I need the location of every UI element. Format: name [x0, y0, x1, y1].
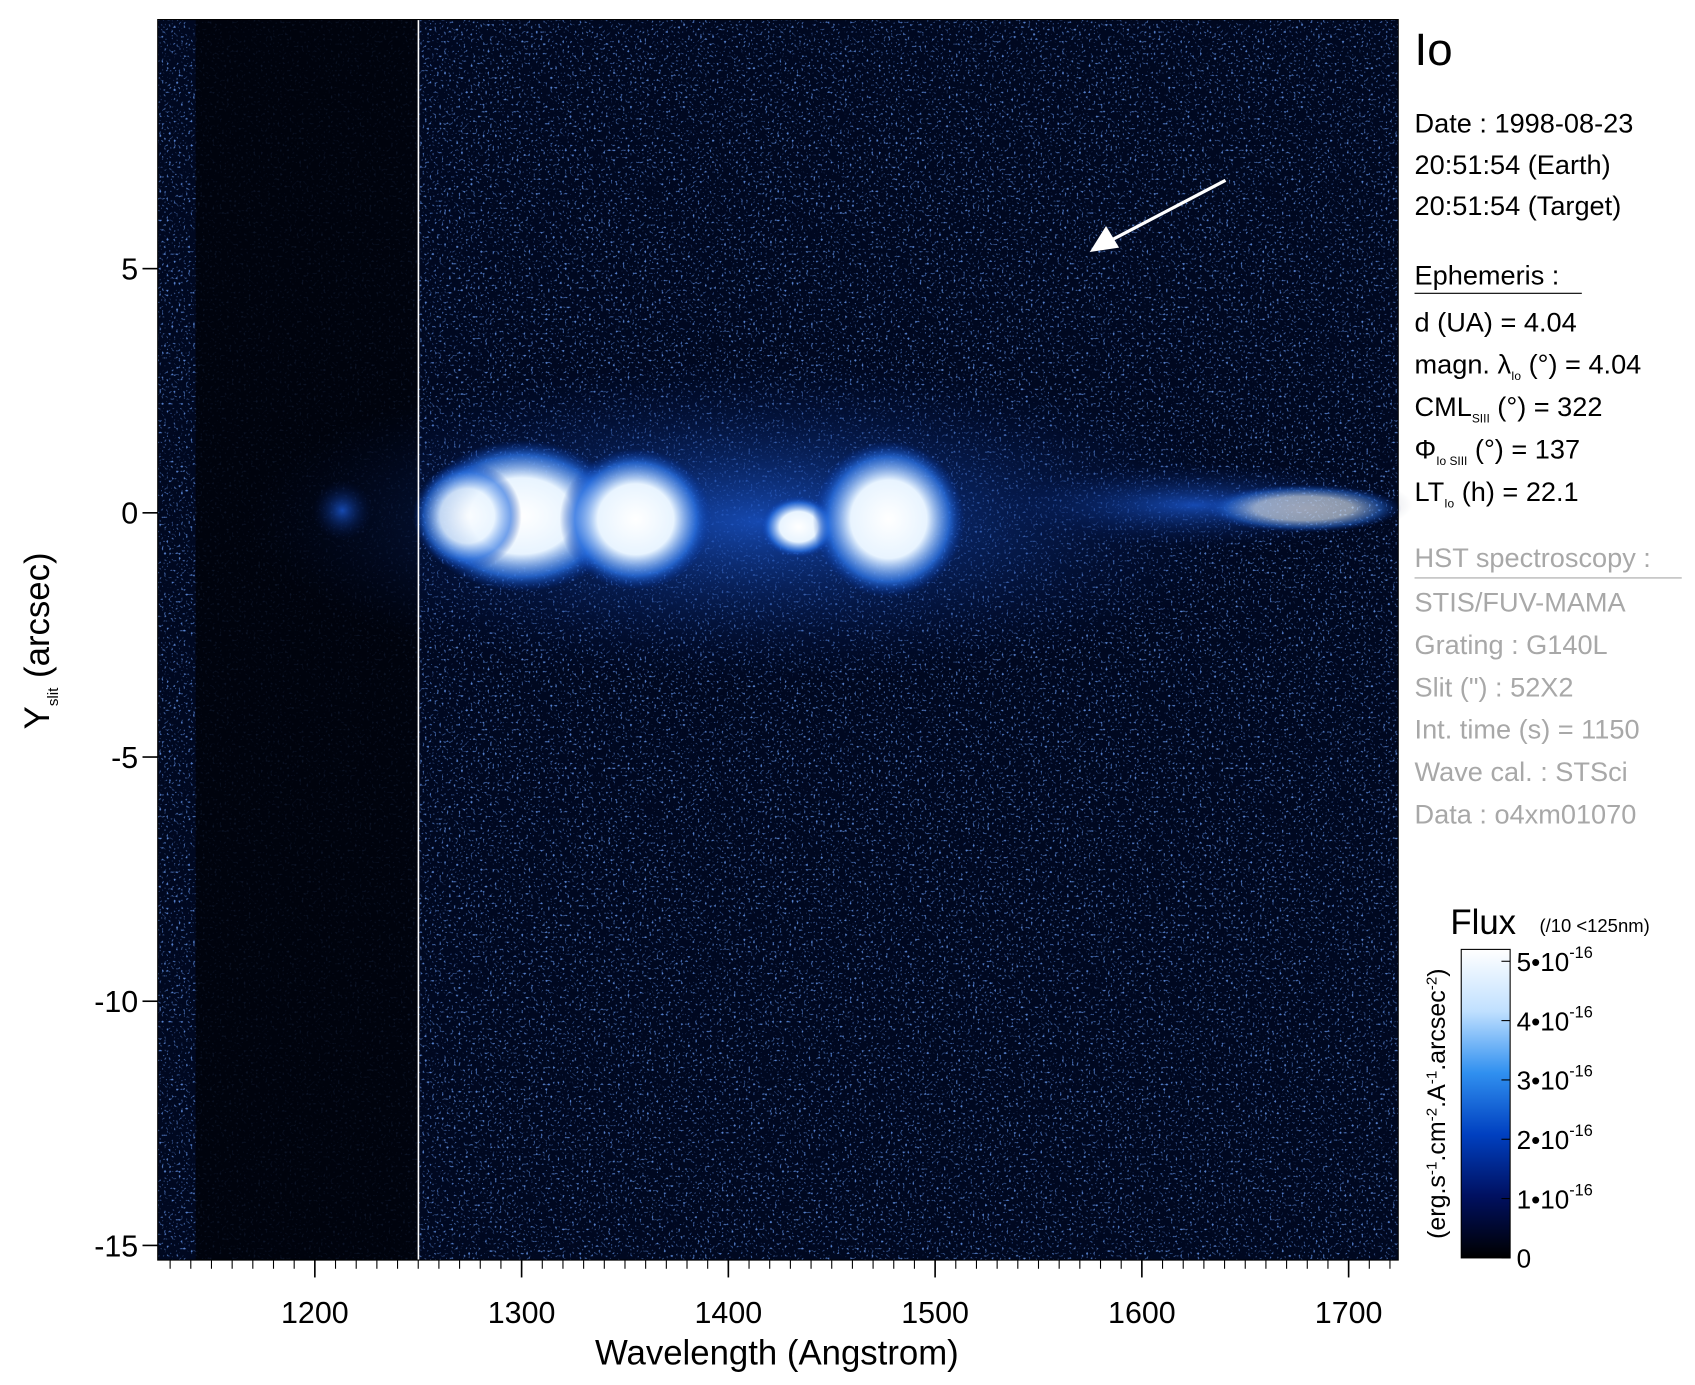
- tick-exponent: -16: [1569, 1181, 1593, 1199]
- tick-mantissa: 1•10: [1517, 1184, 1570, 1214]
- ephemeris-main: CML: [1415, 391, 1472, 422]
- ephemeris-main: magn. λ: [1415, 349, 1512, 380]
- x-tick-label: 1500: [901, 1296, 969, 1330]
- plot-frame: [157, 19, 1399, 1261]
- x-axis-label: Wavelength (Angstrom): [595, 1334, 959, 1372]
- ephemeris-line: magn. λIo (°) = 4.04: [1415, 349, 1642, 384]
- ephemeris-title: Ephemeris :: [1415, 260, 1560, 291]
- ephemeris-sub: Io: [1511, 369, 1521, 383]
- y-label-rest: (arcsec): [19, 552, 57, 687]
- hst-line: STIS/FUV-MAMA: [1415, 587, 1627, 618]
- ephemeris-rest: (°) = 322: [1490, 391, 1603, 422]
- label-part: .A: [1423, 1084, 1451, 1108]
- colorbar-fill: [1460, 948, 1511, 1259]
- x-tick-label: 1400: [695, 1296, 763, 1330]
- ephemeris-rest: (h) = 22.1: [1454, 476, 1578, 507]
- hst-line: Data : o4xm01070: [1415, 798, 1637, 829]
- colorbar-label: (erg.s-1.cm-2.A-1.arcsec-2): [1423, 968, 1451, 1239]
- label-exp: -2: [1423, 977, 1440, 991]
- y-axis-label: Yslit (arcsec): [19, 552, 62, 729]
- label-part: .arcsec: [1423, 990, 1451, 1070]
- tick-exponent: -16: [1569, 1063, 1593, 1081]
- date-line: 20:51:54 (Earth): [1415, 149, 1611, 180]
- x-tick-label: 1600: [1108, 1296, 1176, 1330]
- date-line: 20:51:54 (Target): [1415, 190, 1622, 221]
- ephemeris-sub: SIII: [1472, 412, 1490, 426]
- y-label-main: Y: [19, 706, 57, 729]
- tick-exponent: -16: [1569, 944, 1593, 962]
- hst-line: Wave cal. : STSci: [1415, 756, 1628, 787]
- y-tick-label: 5: [121, 252, 138, 286]
- hst-line: Slit (") : 52X2: [1415, 671, 1574, 702]
- ephemeris-sub: Io: [1444, 496, 1454, 510]
- colorbar-tick-label: 5•10-16: [1517, 944, 1593, 977]
- ephemeris-main: LT: [1415, 476, 1445, 507]
- ephemeris-rest: (°) = 137: [1467, 433, 1580, 464]
- label-exp: -1: [1423, 1071, 1440, 1085]
- colorbar-tick-label: 1•10-16: [1517, 1181, 1593, 1214]
- y-tick-label: -5: [111, 741, 138, 775]
- label-part: ): [1423, 968, 1451, 976]
- colorbar-tick-label: 2•10-16: [1517, 1122, 1593, 1155]
- colorbar-tick-label: 3•10-16: [1517, 1063, 1593, 1096]
- colorbar-title: Flux: [1450, 904, 1516, 942]
- tick-mantissa: 2•10: [1517, 1125, 1570, 1155]
- ephemeris-main: Φ: [1415, 433, 1437, 464]
- x-tick-label: 1300: [488, 1296, 556, 1330]
- y-tick-label: -15: [94, 1229, 138, 1263]
- ephemeris-line: ΦIo SIII (°) = 137: [1415, 433, 1581, 468]
- colorbar-tick-label: 4•10-16: [1517, 1003, 1593, 1036]
- colorbar-note: (/10 <125nm): [1539, 915, 1649, 936]
- x-tick-label: 1700: [1315, 1296, 1383, 1330]
- info-panel: Io Date : 1998-08-23 20:51:54 (Earth) 20:51…: [1415, 24, 1682, 829]
- ephemeris-main: d (UA) = 4.04: [1415, 306, 1577, 337]
- panel-title: Io: [1415, 24, 1453, 75]
- ephemeris-line: LTIo (h) = 22.1: [1415, 476, 1579, 511]
- colorbar-tick-label: 0: [1517, 1244, 1532, 1274]
- tick-mantissa: 5•10: [1517, 947, 1570, 977]
- ephemeris-line: d (UA) = 4.04: [1415, 306, 1577, 337]
- label-exp: -2: [1423, 1108, 1440, 1122]
- ephemeris-rest: (°) = 4.04: [1521, 349, 1641, 380]
- tick-exponent: -16: [1569, 1122, 1593, 1140]
- ephemeris-line: CMLSIII (°) = 322: [1415, 391, 1603, 426]
- y-tick-label: -10: [94, 985, 138, 1019]
- tick-mantissa: 0: [1517, 1244, 1532, 1274]
- axes: 1200 1300 1400 1500 1600 1700 -15 -10 -5 0 5: [94, 252, 1391, 1330]
- spectrum-image: [157, 19, 1413, 1261]
- tick-mantissa: 4•10: [1517, 1006, 1570, 1036]
- hst-title: HST spectroscopy :: [1415, 542, 1651, 573]
- tick-mantissa: 3•10: [1517, 1066, 1570, 1096]
- hst-line: Grating : G140L: [1415, 629, 1608, 660]
- hst-line: Int. time (s) = 1150: [1415, 714, 1640, 745]
- tick-exponent: -16: [1569, 1003, 1593, 1021]
- label-exp: -1: [1423, 1162, 1440, 1176]
- y-tick-label: 0: [121, 497, 138, 531]
- label-part: (erg.s: [1423, 1175, 1451, 1239]
- date-line: Date : 1998-08-23: [1415, 108, 1634, 139]
- x-tick-label: 1200: [281, 1296, 349, 1330]
- ephemeris-sub: Io SIII: [1436, 454, 1467, 468]
- y-label-sub: slit: [45, 687, 62, 706]
- colorbar: 01•10-162•10-163•10-164•10-165•10-16Flux…: [1423, 904, 1650, 1273]
- label-part: .cm: [1423, 1121, 1451, 1161]
